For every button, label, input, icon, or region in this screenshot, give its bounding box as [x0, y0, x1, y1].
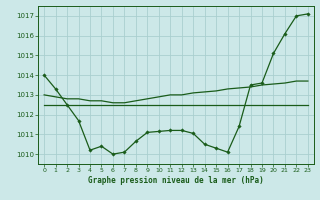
X-axis label: Graphe pression niveau de la mer (hPa): Graphe pression niveau de la mer (hPa): [88, 176, 264, 185]
